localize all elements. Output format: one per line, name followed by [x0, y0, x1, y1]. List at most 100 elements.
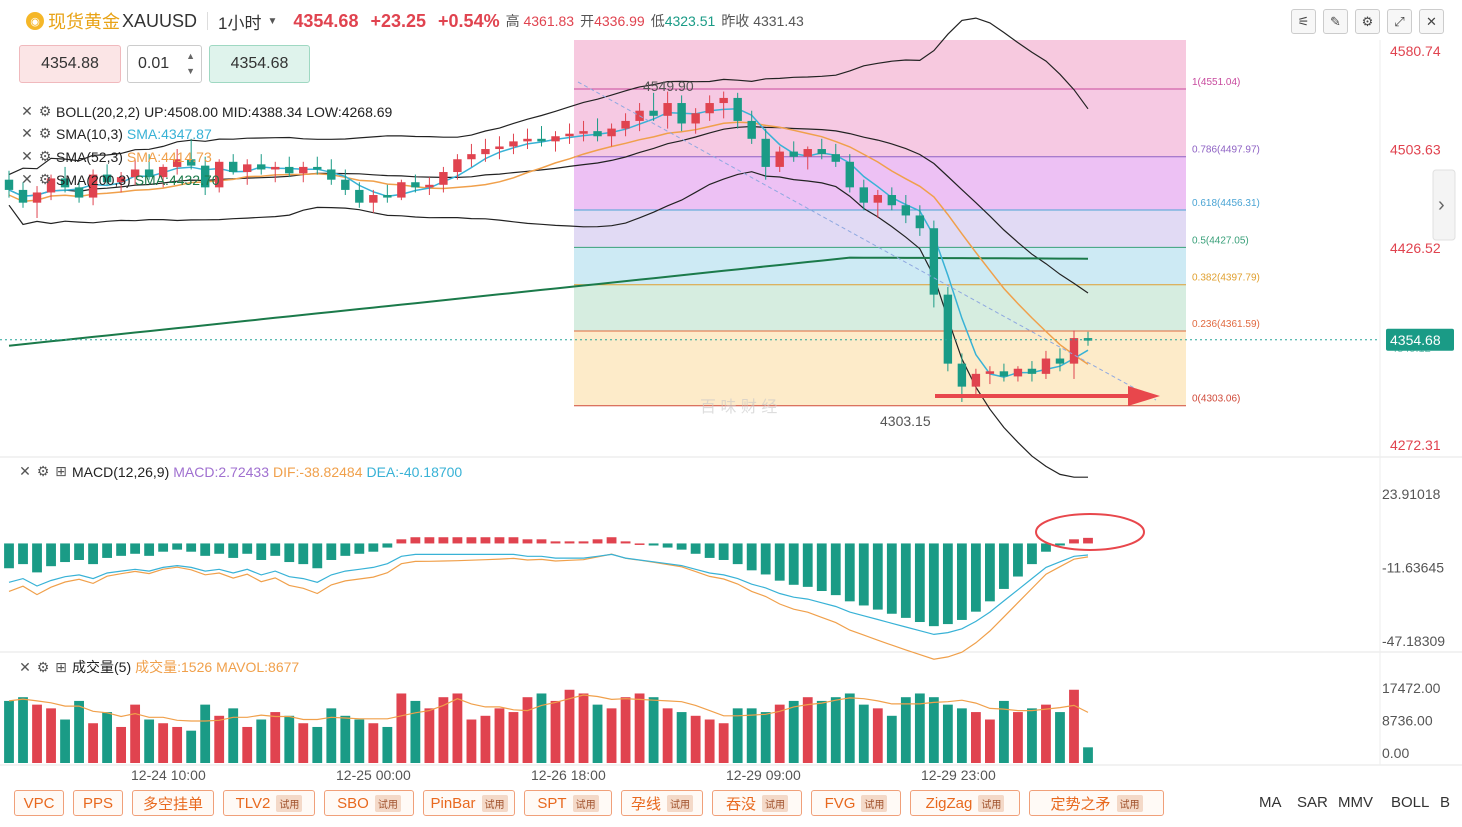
sma200-label: SMA(200,3) — [56, 171, 131, 188]
candle-body — [257, 164, 266, 170]
volume-bar — [564, 689, 575, 763]
volume-bar — [46, 708, 56, 763]
volume-bar — [60, 719, 70, 763]
settings-icon[interactable]: ⚙ — [36, 658, 50, 675]
volume-bar — [676, 712, 687, 763]
macd-histogram-bar — [1013, 543, 1023, 577]
remove-icon[interactable]: ✕ — [21, 125, 33, 141]
macd-histogram-bar — [985, 543, 995, 602]
chart-toolbar: ⚟ ✎ ⚙ ⤢ ✕ — [1291, 9, 1444, 34]
macd-histogram-bar — [858, 543, 869, 606]
macd-histogram-bar — [158, 543, 169, 552]
remove-icon[interactable]: ✕ — [21, 148, 33, 164]
settings-icon[interactable]: ⚙ — [36, 463, 50, 479]
volume-bar — [942, 704, 953, 763]
candle-body — [943, 294, 953, 364]
quantity-stepper[interactable]: 0.01 ▲ ▼ — [127, 45, 202, 83]
buy-button[interactable]: 4354.68 — [209, 45, 310, 83]
tool-button[interactable]: PinBar 试用 — [423, 790, 515, 816]
remove-icon[interactable]: ✕ — [19, 658, 31, 675]
volume-bar — [256, 719, 267, 763]
macd-histogram-bar — [424, 537, 435, 544]
tool-button[interactable]: FVG 试用 — [811, 790, 901, 816]
low-label: 低 — [650, 13, 665, 29]
volume-bar — [74, 700, 84, 763]
tool-button[interactable]: 孕线 试用 — [621, 790, 703, 816]
volume-bar — [648, 697, 659, 763]
tool-button[interactable]: SPT 试用 — [524, 790, 612, 816]
tool-button[interactable]: 多空挂单 — [132, 790, 214, 816]
candle-body — [74, 187, 84, 198]
candle-body — [859, 187, 868, 203]
instrument-name[interactable]: 现货黄金 — [48, 12, 120, 32]
volume-axis-tick: 8736.00 — [1382, 713, 1433, 729]
tool-button-label: PinBar — [430, 794, 476, 812]
indicator-toggle[interactable]: MA — [1259, 794, 1282, 811]
sma200-legend: ✕ ⚙ SMA(200,3) SMA:4432.70 — [20, 171, 219, 188]
indicator-toggle[interactable]: BOLL — [1391, 794, 1430, 811]
candle-body — [901, 205, 911, 216]
candle-body — [915, 215, 925, 229]
tool-button[interactable]: TLV2 试用 — [223, 790, 315, 816]
stepper-arrows-icon[interactable]: ▲ ▼ — [186, 51, 195, 76]
volume-bar — [200, 704, 211, 763]
close-icon[interactable]: ✕ — [1419, 9, 1444, 34]
volume-bar — [788, 700, 799, 763]
volume-bar — [970, 712, 981, 763]
tool-button[interactable]: PPS — [73, 790, 123, 816]
volume-bar — [1027, 708, 1037, 763]
candle-body — [88, 174, 98, 198]
candle-body — [411, 182, 420, 188]
price-axis-tick: 4503.63 — [1390, 142, 1441, 158]
candle-body — [313, 166, 322, 170]
macd-histogram-bar — [746, 543, 757, 571]
tool-button[interactable]: SBO 试用 — [324, 790, 414, 816]
macd-histogram-bar — [144, 543, 155, 556]
candle-body — [32, 192, 42, 203]
sell-button[interactable]: 4354.88 — [19, 45, 121, 83]
macd-histogram-bar — [130, 543, 141, 554]
draw-icon[interactable]: ✎ — [1323, 9, 1348, 34]
macd-histogram-bar — [410, 537, 421, 544]
indicator-icon[interactable]: ⚟ — [1291, 9, 1316, 34]
candle-body — [172, 159, 182, 167]
settings-icon[interactable]: ⚙ — [1355, 9, 1380, 34]
macd-histogram-bar — [242, 543, 253, 554]
candle-body — [453, 159, 462, 173]
volume-bar — [466, 719, 477, 763]
volume-bar — [999, 700, 1009, 763]
remove-icon[interactable]: ✕ — [19, 463, 31, 479]
settings-icon[interactable]: ⚙ — [38, 171, 52, 187]
tool-button[interactable]: VPC — [14, 790, 64, 816]
settings-icon[interactable]: ⚙ — [38, 125, 52, 141]
high-value: 4361.83 — [523, 13, 575, 29]
indicator-toggle[interactable]: B — [1440, 794, 1451, 811]
tool-button[interactable]: 吞没 试用 — [712, 790, 802, 816]
tool-button[interactable]: ZigZag 试用 — [910, 790, 1020, 816]
boll-mid: MID:4388.34 — [222, 103, 303, 120]
indicator-toggle[interactable]: MMV — [1338, 794, 1373, 811]
price-chart[interactable]: 1(4551.04) 0.786(4497.97) 0.618(4456.31) 0.… — [0, 0, 1462, 790]
settings-icon[interactable]: ⚙ — [38, 103, 52, 119]
time-axis-tick: 12-26 18:00 — [531, 767, 606, 783]
remove-icon[interactable]: ✕ — [21, 103, 33, 119]
volume-bar — [774, 704, 785, 763]
expand-icon[interactable]: ⊞ — [55, 658, 67, 675]
candle-body — [243, 164, 252, 173]
remove-icon[interactable]: ✕ — [21, 171, 33, 187]
arrow-head — [1128, 386, 1160, 406]
instrument-symbol[interactable]: XAUUSD — [122, 10, 198, 31]
volume-bar — [634, 693, 645, 763]
macd-histogram-bar — [172, 543, 183, 550]
indicator-toggle[interactable]: SAR — [1297, 794, 1328, 811]
volume-bar — [550, 700, 561, 763]
expand-icon[interactable]: ⊞ — [55, 463, 67, 479]
candle-body — [929, 228, 939, 295]
tool-button[interactable]: 定势之矛 试用 — [1029, 790, 1164, 816]
volume-legend: ✕ ⚙ ⊞ 成交量(5) 成交量:1526 MAVOL:8677 — [18, 657, 299, 677]
fullscreen-icon[interactable]: ⤢ — [1387, 9, 1412, 34]
timeframe-select[interactable]: 1小时 ▼ — [218, 9, 277, 34]
settings-icon[interactable]: ⚙ — [38, 148, 52, 164]
volume-bar — [816, 700, 827, 763]
tool-button-label: ZigZag — [925, 794, 973, 812]
